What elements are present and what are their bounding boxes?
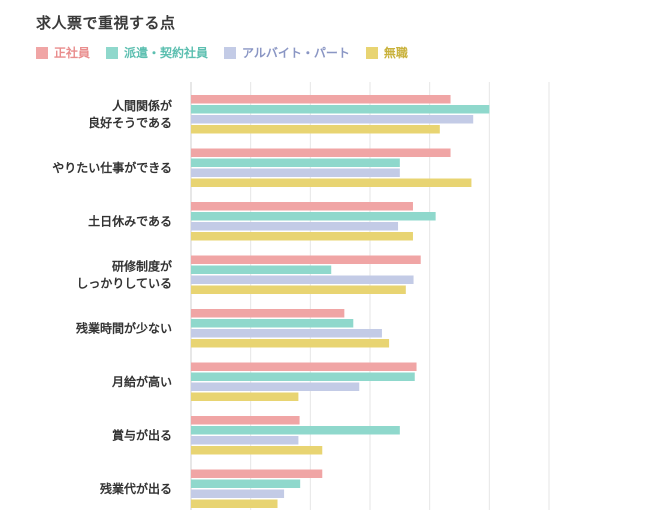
bar-cat5-series3 xyxy=(191,392,299,401)
legend-item-haken: 派遣・契約社員 xyxy=(106,44,208,61)
bar-cat0-series2 xyxy=(191,115,474,124)
legend-item-arubaito: アルバイト・パート xyxy=(224,44,350,61)
bar-cat2-series1 xyxy=(191,212,436,221)
bar-cat2-series2 xyxy=(191,222,399,231)
legend-label-mushoku: 無職 xyxy=(383,46,408,60)
bar-cat0-series0 xyxy=(191,95,451,104)
bar-cat6-series1 xyxy=(191,426,400,435)
bar-cat4-series3 xyxy=(191,339,390,348)
bar-cat1-series0 xyxy=(191,148,451,157)
legend-swatch-arubaito xyxy=(224,46,237,59)
chart-title: 求人票で重視する点 xyxy=(36,14,176,32)
bar-cat3-series1 xyxy=(191,265,332,274)
bar-cat2-series3 xyxy=(191,232,413,241)
bar-cat0-series3 xyxy=(191,125,440,134)
bar-cat3-series0 xyxy=(191,255,421,264)
legend-label-seishain: 正社員 xyxy=(54,46,91,60)
bar-cat4-series1 xyxy=(191,319,354,328)
bar-cat6-series0 xyxy=(191,416,300,425)
bar-cat3-series2 xyxy=(191,275,414,284)
bar-cat5-series1 xyxy=(191,372,415,381)
bar-cat3-series3 xyxy=(191,285,406,294)
category-label: 残業代が出る xyxy=(100,481,172,496)
legend-label-haken: 派遣・契約社員 xyxy=(124,46,209,60)
bar-cat0-series1 xyxy=(191,105,490,114)
bar-cat5-series2 xyxy=(191,382,360,391)
bar-cat1-series2 xyxy=(191,168,400,177)
legend: 正社員 派遣・契約社員 アルバイト・パート 無職 xyxy=(36,44,424,61)
bar-cat7-series0 xyxy=(191,469,323,478)
category-label: 人間関係が xyxy=(112,98,172,113)
legend-swatch-mushoku xyxy=(365,46,378,59)
category-label: 残業時間が少ない xyxy=(76,320,172,335)
bar-cat4-series0 xyxy=(191,309,345,318)
category-label: 研修制度が xyxy=(112,258,172,273)
legend-swatch-seishain xyxy=(36,46,48,59)
bar-cat7-series1 xyxy=(191,479,301,488)
legend-item-seishain: 正社員 xyxy=(36,44,90,61)
bar-cat7-series2 xyxy=(191,489,285,498)
bar-cat6-series2 xyxy=(191,436,299,445)
bar-cat1-series1 xyxy=(191,158,400,167)
category-label: 良好そうである xyxy=(88,115,172,130)
category-label: やりたい仕事ができる xyxy=(52,160,172,175)
bar-cat1-series3 xyxy=(191,178,472,187)
bar-cat7-series3 xyxy=(191,499,278,508)
bar-cat4-series2 xyxy=(191,329,382,338)
category-label: 賞与が出る xyxy=(112,427,172,442)
bar-cat6-series3 xyxy=(191,446,323,455)
legend-swatch-haken xyxy=(106,46,119,59)
category-label: 月給が高い xyxy=(111,374,172,389)
category-label: 土日休みである xyxy=(88,213,172,228)
legend-label-arubaito: アルバイト・パート xyxy=(242,46,350,60)
category-label: しっかりしている xyxy=(76,276,172,290)
bar-cat5-series0 xyxy=(191,362,417,371)
legend-item-mushoku: 無職 xyxy=(365,44,408,61)
bar-cat2-series0 xyxy=(191,202,413,211)
